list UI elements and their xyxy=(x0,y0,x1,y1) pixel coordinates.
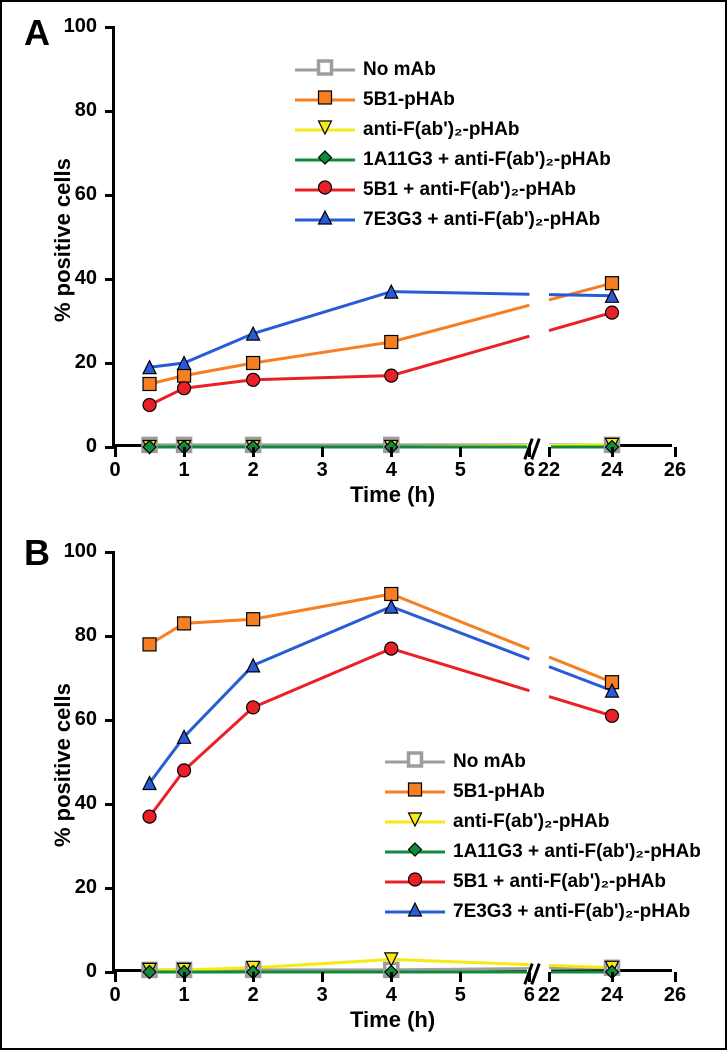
legend-swatch xyxy=(295,205,355,235)
x-axis-label: Time (h) xyxy=(350,1007,435,1033)
5b1_phab-marker-icon xyxy=(407,781,424,803)
legend-label: 5B1-pHAb xyxy=(363,89,455,111)
legend-label: 5B1 + anti-F(ab')₂-pHAb xyxy=(453,871,666,893)
x-tick-label: 1 xyxy=(169,984,199,1007)
legend-row: 5B1-pHAb xyxy=(295,85,611,115)
y-tick-label: 0 xyxy=(47,435,97,458)
panel-a: A 0204060801000123456222426Time (h)% pos… xyxy=(2,2,727,527)
legend-label: No mAb xyxy=(453,751,526,773)
x-tick-label: 0 xyxy=(100,459,130,482)
y-tick-label: 0 xyxy=(47,960,97,983)
7e3g3-marker-icon xyxy=(407,901,424,923)
x-tick-label: 22 xyxy=(531,984,567,1007)
legend-row: anti-F(ab')₂-pHAb xyxy=(295,115,611,145)
legend-row: 5B1-pHAb xyxy=(385,777,701,807)
panel-a-plot: 0204060801000123456222426Time (h)% posit… xyxy=(112,27,672,447)
legend-swatch xyxy=(295,145,355,175)
y-tick-label: 80 xyxy=(47,624,97,647)
legend-row: No mAb xyxy=(385,747,701,777)
legend-swatch xyxy=(295,175,355,205)
legend: No mAb 5B1-pHAb anti-F(ab')₂-pHAb 1A11G3 + … xyxy=(385,747,701,927)
y-axis-label: % positive cells xyxy=(50,158,76,322)
x-tick-label: 5 xyxy=(445,984,475,1007)
legend-swatch xyxy=(385,837,445,867)
1a11g3-marker-icon xyxy=(317,149,334,171)
legend-swatch xyxy=(385,747,445,777)
x-axis-label: Time (h) xyxy=(350,482,435,508)
legend-row: 7E3G3 + anti-F(ab')₂-pHAb xyxy=(385,897,701,927)
anti_fab-marker-icon xyxy=(317,119,334,141)
y-axis-label: % positive cells xyxy=(50,683,76,847)
y-tick-label: 100 xyxy=(47,540,97,563)
legend-label: 5B1-pHAb xyxy=(453,781,545,803)
5b1_phab-marker-icon xyxy=(317,89,334,111)
legend-row: 1A11G3 + anti-F(ab')₂-pHAb xyxy=(295,145,611,175)
x-tick-label: 4 xyxy=(376,984,406,1007)
x-tick-label: 2 xyxy=(238,984,268,1007)
5b1-marker-icon xyxy=(317,179,334,201)
no_mab-marker-icon xyxy=(407,751,424,773)
legend-row: anti-F(ab')₂-pHAb xyxy=(385,807,701,837)
legend-label: 7E3G3 + anti-F(ab')₂-pHAb xyxy=(363,209,600,231)
x-tick-label: 3 xyxy=(307,984,337,1007)
legend-label: anti-F(ab')₂-pHAb xyxy=(453,811,609,833)
legend-swatch xyxy=(385,897,445,927)
y-tick-label: 100 xyxy=(47,15,97,38)
5b1-marker-icon xyxy=(407,871,424,893)
x-tick-label: 24 xyxy=(594,984,630,1007)
x-tick-label: 4 xyxy=(376,459,406,482)
7e3g3-marker-icon xyxy=(317,209,334,231)
panel-b-plot: 0204060801000123456222426Time (h)% posit… xyxy=(112,552,672,972)
x-tick-label: 5 xyxy=(445,459,475,482)
x-tick-label: 0 xyxy=(100,984,130,1007)
no_mab-marker-icon xyxy=(317,59,334,81)
legend-swatch xyxy=(295,55,355,85)
x-tick-label: 1 xyxy=(169,459,199,482)
1a11g3-marker-icon xyxy=(407,841,424,863)
y-tick-label: 20 xyxy=(47,351,97,374)
figure: A 0204060801000123456222426Time (h)% pos… xyxy=(0,0,727,1050)
legend-swatch xyxy=(385,777,445,807)
legend-label: anti-F(ab')₂-pHAb xyxy=(363,119,519,141)
legend-swatch xyxy=(295,115,355,145)
legend-label: 1A11G3 + anti-F(ab')₂-pHAb xyxy=(453,841,701,863)
legend-row: 5B1 + anti-F(ab')₂-pHAb xyxy=(385,867,701,897)
y-tick-label: 20 xyxy=(47,876,97,899)
panel-b: B 0204060801000123456222426Time (h)% pos… xyxy=(2,527,727,1052)
legend: No mAb 5B1-pHAb anti-F(ab')₂-pHAb 1A11G3 + … xyxy=(295,55,611,235)
anti_fab-marker-icon xyxy=(407,811,424,833)
legend-label: 1A11G3 + anti-F(ab')₂-pHAb xyxy=(363,149,611,171)
legend-row: 7E3G3 + anti-F(ab')₂-pHAb xyxy=(295,205,611,235)
legend-label: 5B1 + anti-F(ab')₂-pHAb xyxy=(363,179,576,201)
legend-row: 5B1 + anti-F(ab')₂-pHAb xyxy=(295,175,611,205)
x-tick-label: 26 xyxy=(657,459,693,482)
legend-swatch xyxy=(385,807,445,837)
legend-row: 1A11G3 + anti-F(ab')₂-pHAb xyxy=(385,837,701,867)
legend-row: No mAb xyxy=(295,55,611,85)
x-tick-label: 2 xyxy=(238,459,268,482)
y-tick-label: 80 xyxy=(47,99,97,122)
legend-swatch xyxy=(385,867,445,897)
x-tick-label: 3 xyxy=(307,459,337,482)
legend-label: No mAb xyxy=(363,59,436,81)
x-tick-label: 24 xyxy=(594,459,630,482)
legend-label: 7E3G3 + anti-F(ab')₂-pHAb xyxy=(453,901,690,923)
x-tick-label: 26 xyxy=(657,984,693,1007)
x-tick-label: 22 xyxy=(531,459,567,482)
legend-swatch xyxy=(295,85,355,115)
